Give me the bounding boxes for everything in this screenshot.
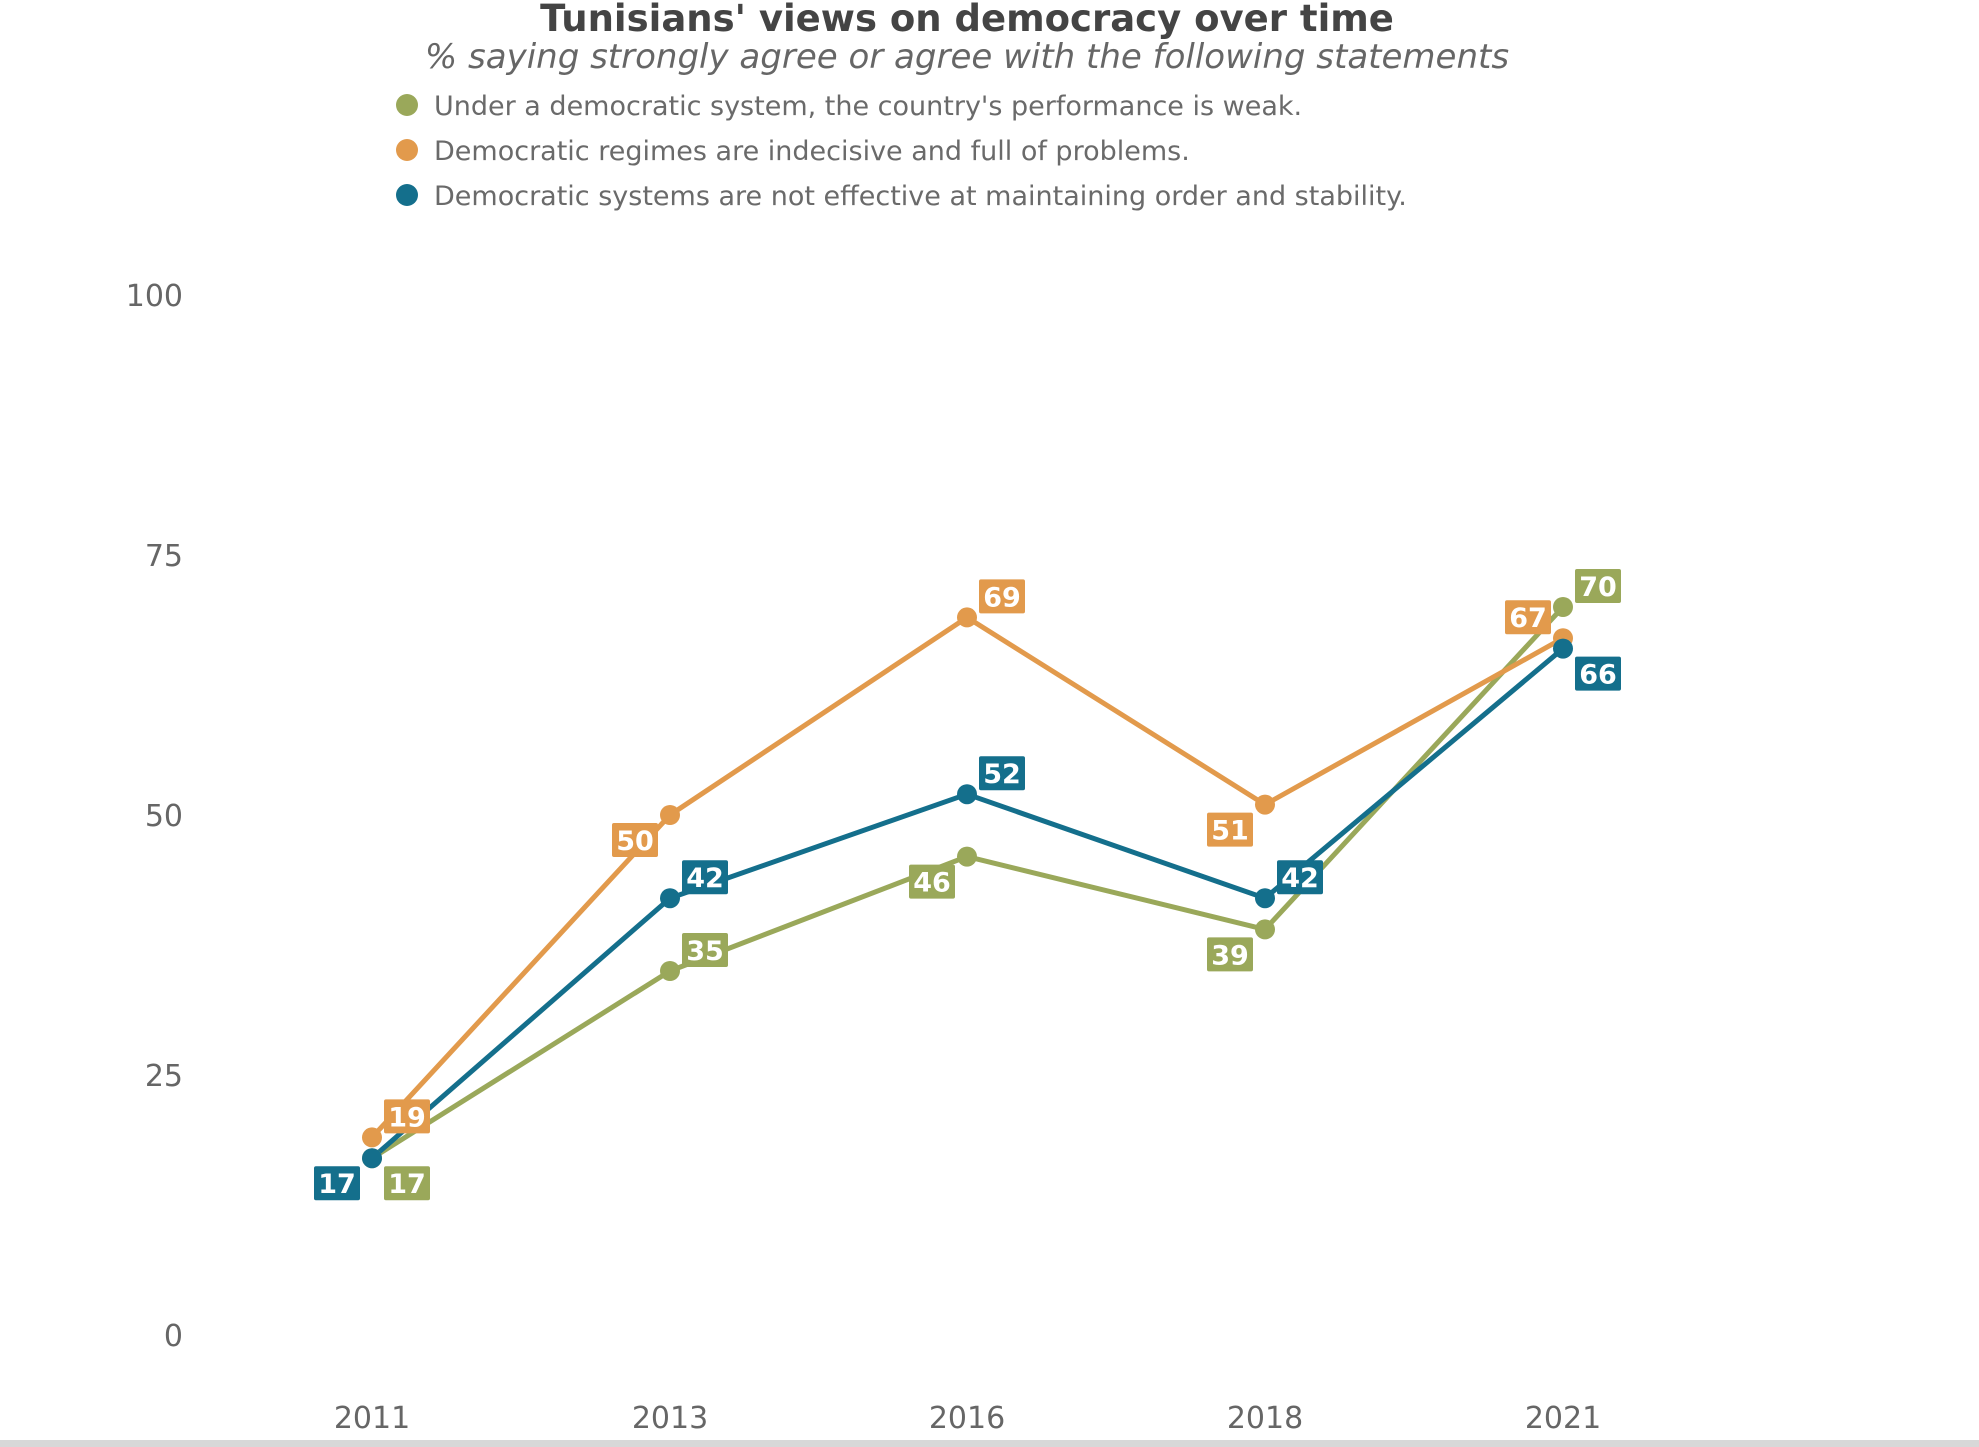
data-label-box (1207, 937, 1253, 972)
y-tick-label: 25 (145, 1059, 183, 1094)
data-point (1553, 638, 1573, 659)
data-point (660, 961, 680, 981)
data-labels: 17 35 46 39 70 19 50 69 51 67 17 42 52 42 66 (314, 569, 1621, 1201)
series-points (362, 597, 1573, 1169)
data-label-box (909, 864, 955, 899)
data-point (1255, 888, 1275, 909)
data-label: 52 (979, 756, 1025, 791)
legend-marker-icon (396, 139, 418, 161)
y-tick-label: 100 (126, 279, 183, 314)
data-label: 19 (384, 1099, 430, 1134)
data-label: 35 (682, 933, 728, 967)
data-point (660, 805, 680, 825)
legend-marker-icon (396, 184, 418, 206)
data-label: 70 (1575, 569, 1621, 603)
series-line (369, 614, 1566, 1140)
y-tick-label: 75 (145, 539, 183, 574)
data-label-text: 70 (1579, 572, 1617, 603)
data-label: 46 (909, 864, 955, 899)
data-label: 39 (1207, 937, 1253, 972)
chart-title: Tunisians' views on democracy over time (540, 0, 1394, 40)
x-tick-label: 2018 (1227, 1401, 1303, 1436)
y-axis: 0 25 50 75 100 (126, 279, 183, 1354)
data-point (957, 607, 977, 628)
legend-label: Democratic systems are not effective at … (434, 181, 1407, 212)
data-point (1255, 794, 1275, 815)
data-point (362, 1127, 382, 1148)
x-tick-label: 2011 (334, 1401, 410, 1436)
data-label-box (1575, 569, 1621, 603)
legend-item: Democratic regimes are indecisive and fu… (396, 136, 1190, 167)
data-point (1255, 919, 1275, 940)
data-label-text: 17 (318, 1169, 356, 1200)
legend-label: Under a democratic system, the country's… (434, 91, 1302, 122)
legend-item: Democratic systems are not effective at … (396, 181, 1407, 212)
data-label: 67 (1505, 600, 1551, 635)
legend-label: Democratic regimes are indecisive and fu… (434, 136, 1190, 167)
data-label-text: 46 (913, 868, 951, 899)
data-label-text: 50 (616, 826, 654, 857)
data-label-box (1575, 656, 1621, 691)
data-label-box (314, 1166, 360, 1201)
data-label: 66 (1575, 656, 1621, 691)
legend: Under a democratic system, the country's… (396, 91, 1407, 212)
x-tick-label: 2013 (632, 1401, 708, 1436)
data-label-box (1207, 812, 1253, 847)
data-label-text: 66 (1579, 660, 1617, 691)
data-label: 42 (1277, 860, 1323, 895)
data-label-box (979, 756, 1025, 791)
x-tick-label: 2021 (1525, 1401, 1601, 1436)
series-line (369, 646, 1566, 1161)
data-label-box (384, 1099, 430, 1134)
data-point (362, 1148, 382, 1169)
data-label-box (1277, 860, 1323, 895)
data-label-box (979, 579, 1025, 614)
data-label: 17 (384, 1166, 430, 1201)
data-label-box (682, 933, 728, 967)
data-point (1553, 597, 1573, 617)
data-label-box (384, 1166, 430, 1201)
data-label: 69 (979, 579, 1025, 614)
data-label-text: 52 (983, 759, 1021, 790)
data-label-box (682, 860, 728, 895)
y-tick-label: 50 (145, 799, 183, 834)
legend-item: Under a democratic system, the country's… (396, 91, 1302, 122)
data-label-text: 42 (1281, 863, 1319, 894)
data-label-text: 69 (983, 582, 1021, 613)
data-label-text: 19 (388, 1102, 426, 1133)
x-tick-label: 2016 (929, 1401, 1005, 1436)
y-tick-label: 0 (164, 1319, 183, 1354)
legend-marker-icon (396, 94, 418, 116)
data-label-text: 42 (686, 863, 724, 894)
data-label-box (1505, 600, 1551, 635)
data-label-text: 39 (1211, 940, 1249, 971)
data-label: 50 (612, 823, 658, 857)
x-axis: 2011 2013 2016 2018 2021 (334, 1401, 1601, 1436)
data-label: 17 (314, 1166, 360, 1201)
data-label-text: 35 (686, 936, 724, 967)
data-label-text: 67 (1509, 603, 1547, 634)
data-label: 51 (1207, 812, 1253, 847)
series-lines (369, 604, 1566, 1161)
data-label-text: 17 (388, 1169, 426, 1200)
data-point (957, 846, 977, 867)
data-label-text: 51 (1211, 816, 1249, 847)
bottom-divider (0, 1440, 1979, 1447)
data-point (660, 888, 680, 909)
chart-subtitle: % saying strongly agree or agree with th… (425, 37, 1509, 77)
data-label: 42 (682, 860, 728, 895)
data-label-box (612, 823, 658, 857)
series-line (369, 604, 1566, 1161)
data-point (957, 784, 977, 805)
